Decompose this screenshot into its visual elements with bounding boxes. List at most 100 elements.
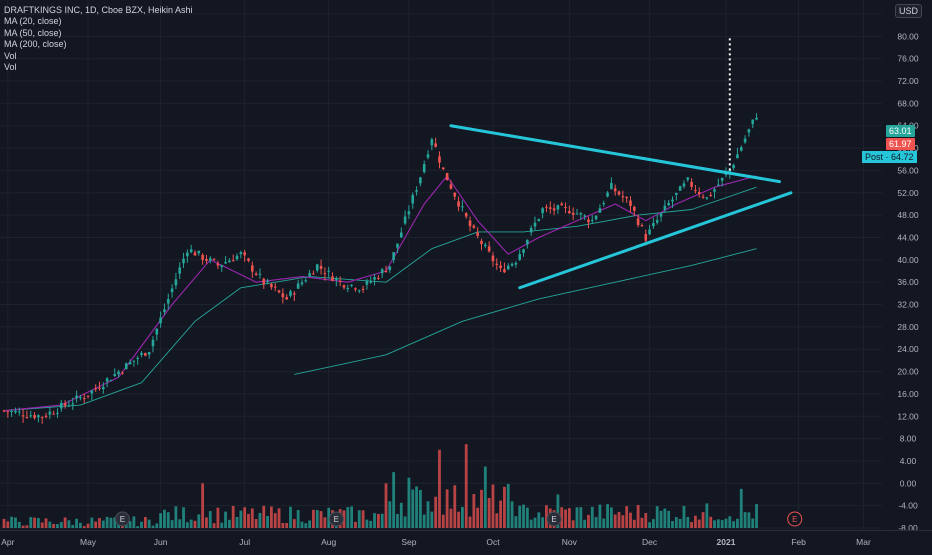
volume-bar <box>529 519 533 528</box>
candle-body <box>220 265 224 267</box>
volume-bar <box>609 507 613 528</box>
ma50-layer <box>3 186 757 412</box>
volume-bar <box>674 517 678 528</box>
candle-body <box>499 265 502 269</box>
y-tick-label: 56.00 <box>897 165 919 175</box>
currency-badge[interactable]: USD <box>894 4 922 18</box>
volume-bar <box>178 519 182 528</box>
candle-body <box>331 276 334 281</box>
y-tick-label: 68.00 <box>897 98 919 108</box>
candle-body <box>445 172 449 181</box>
candle-body <box>350 284 353 286</box>
volume-bar <box>617 511 621 528</box>
candle-body <box>151 339 155 347</box>
candle-body <box>678 186 682 191</box>
y-tick-label: 8.00 <box>900 434 917 444</box>
candle-body <box>484 244 487 247</box>
volume-bar <box>625 506 629 528</box>
legend-volume-1[interactable]: Vol <box>4 50 17 61</box>
candle-body <box>71 403 75 405</box>
candle-body <box>690 181 693 187</box>
earnings-marker[interactable]: E <box>328 511 344 527</box>
ma20-line[interactable] <box>3 175 757 412</box>
volume-bar <box>403 516 407 528</box>
volume-bar <box>327 507 331 528</box>
candle-body <box>686 177 690 180</box>
candle-body <box>728 170 732 173</box>
candle-body <box>189 249 193 253</box>
candle-body <box>571 212 575 215</box>
volume-bar <box>483 466 487 528</box>
volume-bar <box>720 520 724 528</box>
candle-body <box>75 395 78 399</box>
resistance-trendline[interactable] <box>449 124 781 184</box>
volume-bar <box>113 517 117 528</box>
y-tick-label: 4.00 <box>900 456 917 466</box>
x-tick-label: Dec <box>642 537 658 547</box>
candle-body <box>25 417 29 419</box>
ma200-line[interactable] <box>294 248 757 375</box>
candle-body <box>506 265 510 270</box>
candle-body <box>713 189 716 192</box>
candle-body <box>266 280 269 283</box>
volume-bar <box>629 512 632 528</box>
legend-ma50[interactable]: MA (50, close) <box>4 27 62 38</box>
legend-volume-2[interactable]: Vol <box>4 62 17 73</box>
volume-bar <box>732 521 736 528</box>
volume-bar <box>743 512 747 528</box>
volume-bar <box>613 514 617 528</box>
volume-bar <box>300 521 304 528</box>
volume-bar <box>751 518 755 528</box>
candle-body <box>258 273 262 275</box>
volume-bar <box>315 510 319 528</box>
earnings-marker[interactable]: E <box>787 511 803 527</box>
candle-body <box>224 262 227 264</box>
candle-body <box>403 216 407 224</box>
volume-bar <box>495 513 499 528</box>
candle-body <box>579 213 583 215</box>
volume-bar <box>247 513 250 528</box>
volume-bar <box>648 522 651 528</box>
support-trendline[interactable] <box>518 191 793 290</box>
y-tick-label: 12.00 <box>897 411 919 421</box>
legend-ma20[interactable]: MA (20, close) <box>4 16 62 27</box>
volume-bar <box>170 520 174 528</box>
volume-bar <box>671 521 674 528</box>
volume-bar <box>224 511 227 528</box>
earnings-marker[interactable]: E <box>114 511 130 527</box>
volume-bar <box>270 506 273 528</box>
legend-ma200[interactable]: MA (200, close) <box>4 39 67 50</box>
ma50-line[interactable] <box>3 186 757 412</box>
volume-bar <box>59 522 63 528</box>
volume-bar <box>151 525 155 528</box>
candle-body <box>216 263 220 266</box>
candle-body <box>208 258 212 261</box>
candle-body <box>461 206 464 208</box>
earnings-marker-label: E <box>334 515 339 524</box>
volume-bar <box>537 512 541 528</box>
volume-bar <box>342 510 346 528</box>
candle-body <box>663 205 667 210</box>
volume-bar <box>384 483 388 528</box>
legend-symbol[interactable]: DRAFTKINGS INC, 1D, Cboe BZX, Heikin Ash… <box>4 5 193 15</box>
volume-bar <box>407 477 411 528</box>
candle-body <box>526 239 529 245</box>
x-tick-label: Apr <box>1 537 14 547</box>
volume-bar <box>289 506 292 528</box>
candle-body <box>575 213 579 215</box>
volume-bar <box>445 489 449 528</box>
candle-body <box>438 156 441 163</box>
earnings-marker[interactable]: E <box>546 511 562 527</box>
volume-bar <box>480 489 483 528</box>
y-tick-label: 52.00 <box>897 188 919 198</box>
volume-bar <box>350 506 354 528</box>
candle-body <box>63 403 67 406</box>
earnings-marker-circle <box>328 511 344 527</box>
volume-bar <box>441 514 445 528</box>
candle-body <box>86 395 90 397</box>
candle-body <box>717 184 720 186</box>
candle-body <box>476 232 479 236</box>
y-tick-label: 80.00 <box>897 31 919 41</box>
